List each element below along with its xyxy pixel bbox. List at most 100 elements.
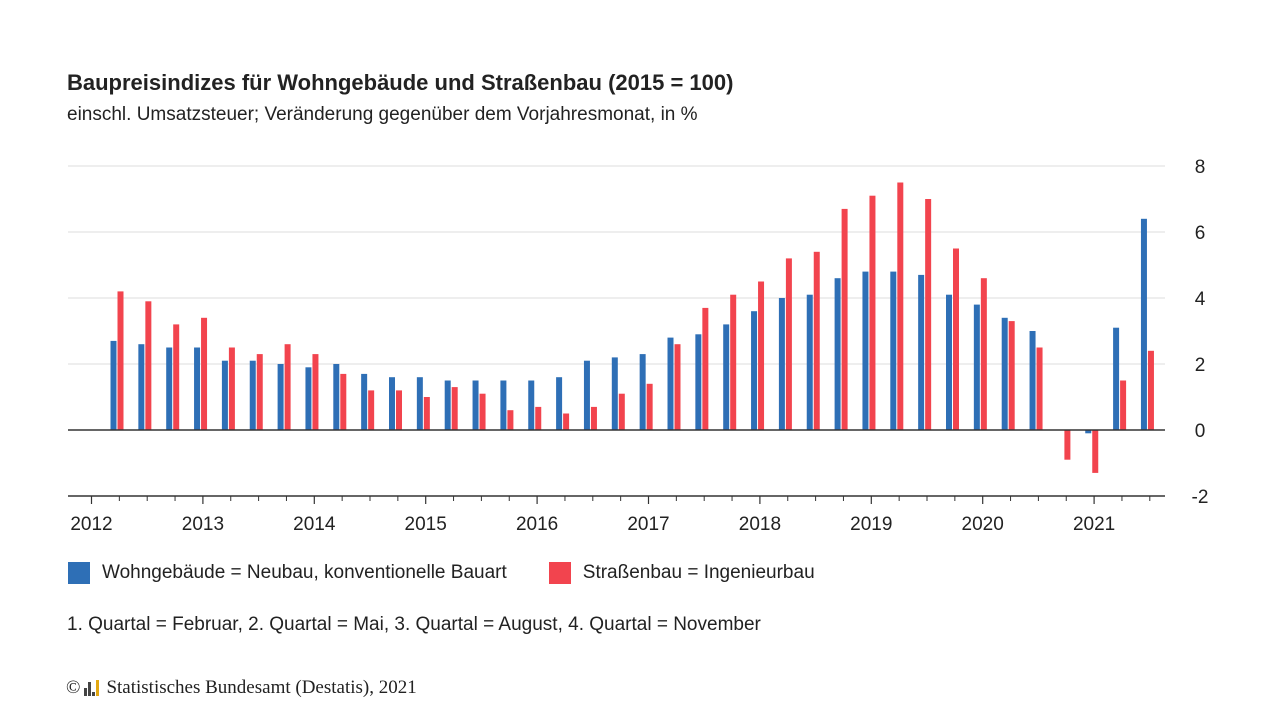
bar-strassenbau bbox=[785, 258, 792, 430]
source-footer: © Statistisches Bundesamt (Destatis), 20… bbox=[66, 677, 417, 699]
bar-strassenbau bbox=[256, 354, 263, 430]
bar-wohngebaeude bbox=[583, 360, 590, 430]
bar-strassenbau bbox=[618, 393, 625, 430]
bar-strassenbau bbox=[1036, 347, 1043, 430]
bar-wohngebaeude bbox=[834, 278, 841, 430]
bar-wohngebaeude bbox=[778, 298, 785, 430]
bar-strassenbau bbox=[841, 208, 848, 430]
bar-wohngebaeude bbox=[528, 380, 535, 430]
bar-wohngebaeude bbox=[1140, 218, 1147, 430]
copyright-symbol: © bbox=[66, 677, 81, 698]
legend-swatch-wohngebaeude bbox=[68, 562, 90, 584]
x-tick-label: 2019 bbox=[850, 514, 892, 535]
bar-strassenbau bbox=[368, 390, 375, 430]
bar-wohngebaeude bbox=[639, 354, 646, 430]
bar-strassenbau bbox=[1008, 321, 1015, 430]
bar-wohngebaeude bbox=[472, 380, 479, 430]
bar-strassenbau bbox=[479, 393, 486, 430]
y-tick-label: 4 bbox=[1195, 289, 1206, 310]
bar-wohngebaeude bbox=[751, 311, 758, 430]
bar-wohngebaeude bbox=[890, 271, 897, 430]
bar-strassenbau bbox=[451, 387, 458, 430]
bar-strassenbau bbox=[1092, 430, 1099, 473]
x-tick-label: 2014 bbox=[293, 514, 336, 535]
bar-wohngebaeude bbox=[1001, 317, 1008, 430]
bar-strassenbau bbox=[869, 195, 876, 430]
bar-strassenbau bbox=[173, 324, 180, 430]
x-tick-label: 2018 bbox=[739, 514, 781, 535]
bar-strassenbau bbox=[1147, 350, 1154, 430]
y-tick-label: 2 bbox=[1195, 355, 1206, 376]
bar-strassenbau bbox=[563, 413, 570, 430]
bar-strassenbau bbox=[312, 354, 319, 430]
bar-wohngebaeude bbox=[1113, 327, 1120, 430]
bar-wohngebaeude bbox=[556, 377, 563, 430]
legend: Wohngebäude = Neubau, konventionelle Bau… bbox=[68, 562, 857, 584]
bar-strassenbau bbox=[646, 383, 653, 430]
x-tick-label: 2017 bbox=[627, 514, 669, 535]
chart-title: Baupreisindizes für Wohngebäude und Stra… bbox=[67, 70, 734, 95]
bar-wohngebaeude bbox=[862, 271, 869, 430]
bar-wohngebaeude bbox=[1029, 331, 1036, 430]
quarter-note: 1. Quartal = Februar, 2. Quartal = Mai, … bbox=[67, 614, 761, 635]
bar-wohngebaeude bbox=[361, 373, 368, 430]
bar-strassenbau bbox=[674, 344, 681, 430]
bar-strassenbau bbox=[897, 182, 904, 430]
bar-wohngebaeude bbox=[973, 304, 980, 430]
x-tick-label: 2012 bbox=[70, 514, 112, 535]
bar-strassenbau bbox=[117, 291, 124, 430]
bar-wohngebaeude bbox=[194, 347, 201, 430]
bar-strassenbau bbox=[201, 317, 208, 430]
bar-wohngebaeude bbox=[806, 294, 813, 430]
x-tick-label: 2020 bbox=[962, 514, 1004, 535]
bar-wohngebaeude bbox=[667, 337, 674, 430]
bar-strassenbau bbox=[730, 294, 737, 430]
bar-strassenbau bbox=[284, 344, 291, 430]
legend-item-strassenbau[interactable]: Straßenbau = Ingenieurbau bbox=[548, 562, 815, 584]
bar-wohngebaeude bbox=[221, 360, 228, 430]
bar-strassenbau bbox=[145, 301, 152, 430]
bar-wohngebaeude bbox=[166, 347, 173, 430]
destatis-logo-icon bbox=[84, 680, 100, 696]
bar-strassenbau bbox=[423, 397, 430, 430]
bar-wohngebaeude bbox=[444, 380, 451, 430]
bar-strassenbau bbox=[953, 248, 959, 430]
y-tick-label: 8 bbox=[1195, 157, 1206, 178]
bar-strassenbau bbox=[590, 406, 597, 430]
bar-strassenbau bbox=[702, 307, 709, 430]
bar-wohngebaeude bbox=[695, 334, 702, 430]
bar-wohngebaeude bbox=[138, 344, 145, 430]
bar-strassenbau bbox=[758, 281, 765, 430]
bar-wohngebaeude bbox=[1085, 430, 1092, 434]
bar-strassenbau bbox=[396, 390, 402, 430]
bar-wohngebaeude bbox=[946, 294, 952, 430]
bar-wohngebaeude bbox=[389, 377, 395, 430]
x-tick-label: 2013 bbox=[182, 514, 224, 535]
x-tick-label: 2016 bbox=[516, 514, 558, 535]
x-tick-label: 2015 bbox=[405, 514, 447, 535]
y-tick-label: 6 bbox=[1195, 223, 1206, 244]
legend-swatch-strassenbau bbox=[548, 562, 571, 584]
legend-item-wohngebaeude[interactable]: Wohngebäude = Neubau, konventionelle Bau… bbox=[68, 562, 507, 584]
bar-chart: 8 6 4 2 0 -2 2012 2013 2014 2015 2016 2017 2018 2019 2… bbox=[68, 157, 1209, 535]
bar-strassenbau bbox=[1120, 380, 1127, 430]
bar-strassenbau bbox=[507, 410, 514, 430]
legend-label-strassenbau: Straßenbau = Ingenieurbau bbox=[582, 562, 815, 583]
bar-wohngebaeude bbox=[918, 274, 925, 430]
legend-label-wohngebaeude: Wohngebäude = Neubau, konventionelle Bau… bbox=[102, 562, 507, 583]
source-text: Statistisches Bundesamt (Destatis), 2021 bbox=[106, 677, 417, 698]
bar-strassenbau bbox=[535, 406, 542, 430]
bar-wohngebaeude bbox=[277, 364, 284, 430]
bar-strassenbau bbox=[813, 251, 820, 430]
bar-wohngebaeude bbox=[305, 367, 312, 430]
bar-wohngebaeude bbox=[500, 380, 507, 430]
y-tick-label: -2 bbox=[1192, 487, 1209, 508]
y-tick-label: 0 bbox=[1195, 421, 1206, 442]
bar-wohngebaeude bbox=[416, 377, 423, 430]
chart-subtitle: einschl. Umsatzsteuer; Veränderung gegen… bbox=[67, 104, 698, 125]
bar-wohngebaeude bbox=[611, 357, 618, 430]
bar-wohngebaeude bbox=[723, 324, 730, 430]
bar-strassenbau bbox=[980, 278, 987, 430]
bar-wohngebaeude bbox=[249, 360, 256, 430]
bar-strassenbau bbox=[340, 373, 347, 430]
